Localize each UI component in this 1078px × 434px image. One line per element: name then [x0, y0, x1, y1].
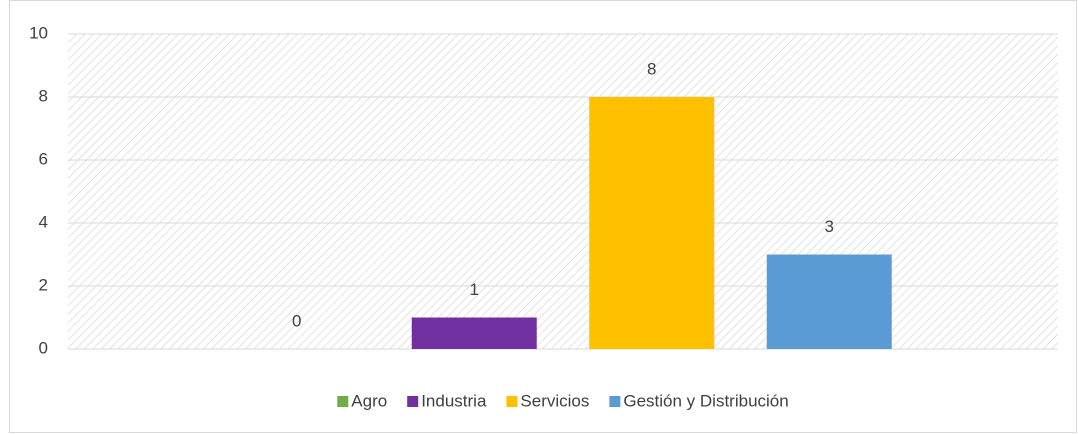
y-tick-label: 2	[39, 275, 48, 294]
y-tick-label: 0	[39, 338, 48, 357]
plot-background	[68, 34, 1058, 349]
legend-swatch	[407, 396, 419, 407]
bar	[411, 317, 537, 349]
y-tick-label: 10	[29, 23, 48, 42]
legend-label: Servicios	[520, 391, 589, 410]
legend-swatch	[337, 396, 349, 407]
legend-label: Industria	[421, 391, 487, 410]
data-label: 0	[292, 311, 301, 330]
legend: Agro Industria Servicios Gestión y Distribu…	[337, 391, 789, 410]
y-tick-label: 4	[39, 212, 48, 231]
data-label: 1	[470, 280, 479, 299]
bar	[766, 254, 892, 349]
legend-swatch	[609, 396, 621, 407]
legend-swatch	[506, 396, 518, 407]
y-tick-label: 8	[39, 86, 48, 105]
bar	[589, 97, 715, 349]
data-label: 8	[647, 59, 656, 78]
legend-label: Gestión y Distribución	[623, 391, 788, 410]
legend-label: Agro	[351, 391, 387, 410]
y-tick-label: 6	[39, 149, 48, 168]
data-label: 3	[825, 217, 834, 236]
